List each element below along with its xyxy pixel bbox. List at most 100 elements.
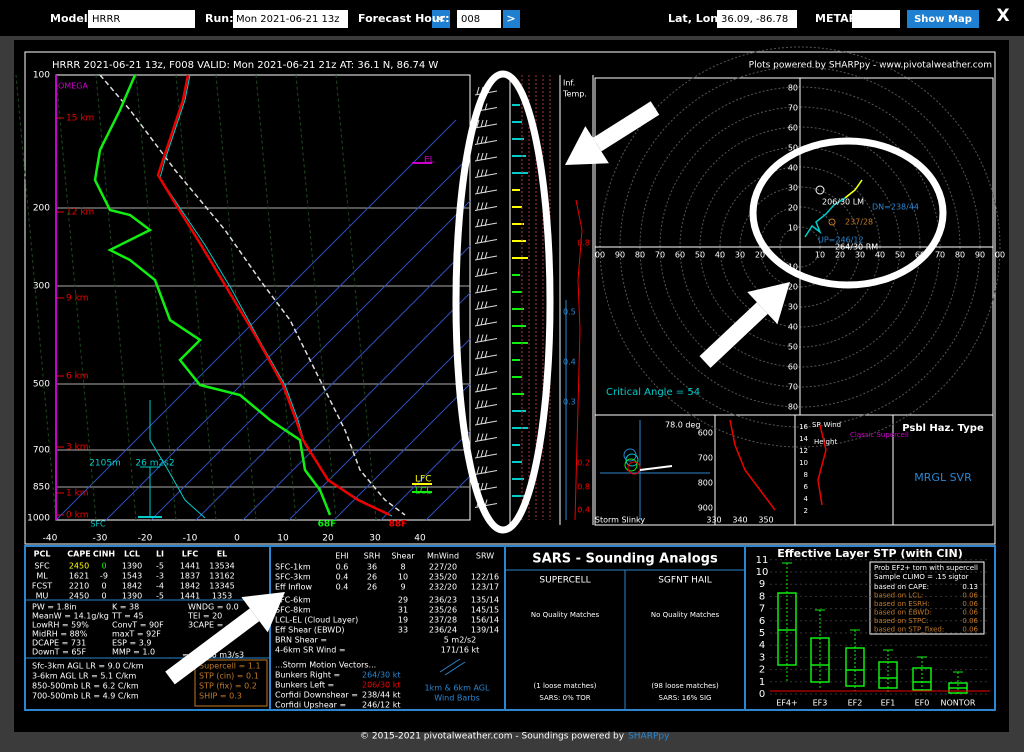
footer-link[interactable]: SHARPpy [628, 732, 670, 742]
label: EF3 [813, 699, 828, 708]
label: Sfc-3km AGL LR = 9.0 C/km [32, 662, 144, 671]
label: 0 [101, 582, 106, 591]
wind-barb [484, 482, 488, 491]
adiabat [295, 74, 337, 521]
label: 10 [277, 534, 289, 544]
run-select[interactable] [233, 10, 348, 28]
label: EF1 [881, 699, 896, 708]
wind-barb [480, 251, 484, 260]
isotherm [195, 245, 471, 521]
label: 1441 [180, 592, 200, 601]
wind-barb [484, 136, 488, 144]
label: EF0 [915, 699, 930, 708]
label: 500 [33, 380, 50, 390]
label: SFC-8km [275, 606, 311, 615]
label: 36.09, -86.78 [721, 14, 788, 25]
label[interactable]: > [506, 12, 515, 25]
label: TT = 45 [111, 612, 144, 621]
label: 4 [759, 640, 765, 651]
label: 13534 [209, 562, 234, 571]
label: 235/26 [429, 606, 457, 615]
wind-barb [474, 354, 498, 360]
wind-barb [476, 466, 480, 474]
theta-profile [729, 419, 776, 511]
label: 0.8 [577, 483, 590, 492]
label: 7 [759, 604, 765, 615]
label: 0.06 [962, 592, 978, 600]
metar-input[interactable] [852, 10, 900, 28]
wind-barb [484, 235, 488, 243]
wind-barb [474, 404, 498, 409]
label: 80 [788, 84, 798, 93]
wind-barb [484, 202, 488, 210]
label: No Quality Matches [651, 611, 720, 619]
label: (98 loose matches) [651, 682, 719, 690]
isotherm [425, 475, 471, 521]
label: 236/23 [429, 596, 457, 605]
label: 60 [788, 124, 798, 133]
label: 30 [855, 251, 865, 260]
label: EF4+ [776, 699, 797, 708]
wind-barb [476, 449, 480, 458]
label: Eff Shear (EBWD) [275, 626, 344, 635]
wind-barb [484, 367, 488, 375]
temp-column [574, 199, 583, 521]
label: 0.06 [962, 609, 978, 617]
label: OMEGA [58, 82, 88, 91]
wind-barb [476, 251, 480, 260]
wind-barb [484, 301, 488, 309]
label: DCAPE = 731 [32, 639, 86, 648]
latlon-input[interactable] [717, 10, 797, 28]
label: 50 [788, 144, 798, 153]
hodo-trace [844, 179, 863, 199]
label[interactable]: < [436, 12, 445, 25]
label: 8 [804, 471, 808, 479]
label: 850 [33, 483, 50, 493]
annotation-arrow-head [565, 126, 609, 165]
label: LCL-EL (Cloud Layer) [275, 616, 358, 625]
surface-bar [149, 400, 206, 519]
label: 12 [799, 447, 808, 455]
show-map-button[interactable] [907, 10, 979, 28]
label: 78.0 deg [665, 421, 700, 430]
label: 600 [698, 429, 713, 438]
next-button[interactable] [503, 10, 520, 28]
label: 10 [788, 224, 798, 233]
label: 13162 [209, 572, 234, 581]
prev-button[interactable] [432, 10, 450, 28]
label: 1353 [212, 592, 232, 601]
wind-barb [474, 453, 498, 459]
label: Run: [205, 12, 234, 25]
label[interactable]: X [996, 6, 1009, 26]
srwind-profile [817, 424, 827, 506]
model-select[interactable] [88, 10, 195, 28]
hour-select[interactable] [457, 10, 501, 28]
label: TEI = 20 [187, 612, 222, 621]
label: 6 [804, 483, 809, 491]
label: 3 km [66, 443, 89, 453]
label: 139/14 [471, 626, 499, 635]
isotherm [380, 430, 471, 521]
label: 50 [895, 251, 905, 260]
label: DN=238/44 [872, 203, 919, 212]
label[interactable]: Show Map [914, 14, 972, 25]
wind-barb [480, 136, 484, 144]
adiabat [15, 74, 57, 521]
label: 30 [788, 303, 798, 312]
label: based on EBWD: [874, 609, 932, 617]
label: based on LCL: [874, 592, 923, 600]
wind-barb [484, 218, 488, 227]
label: 90 [615, 251, 625, 260]
annotation-arrow [165, 608, 260, 685]
label: 1 [759, 677, 765, 688]
label: SARS: 0% TOR [539, 694, 590, 702]
label: 9 [759, 579, 765, 590]
label: PW = 1.8in [32, 603, 77, 612]
wind-barb [474, 255, 498, 261]
wind-barb [476, 169, 480, 177]
label: SFC-6km [275, 596, 311, 605]
label: -5 [156, 562, 164, 571]
label: 00 [595, 251, 605, 260]
kinematic-panel [269, 545, 506, 711]
label: 0.5 [563, 308, 576, 317]
